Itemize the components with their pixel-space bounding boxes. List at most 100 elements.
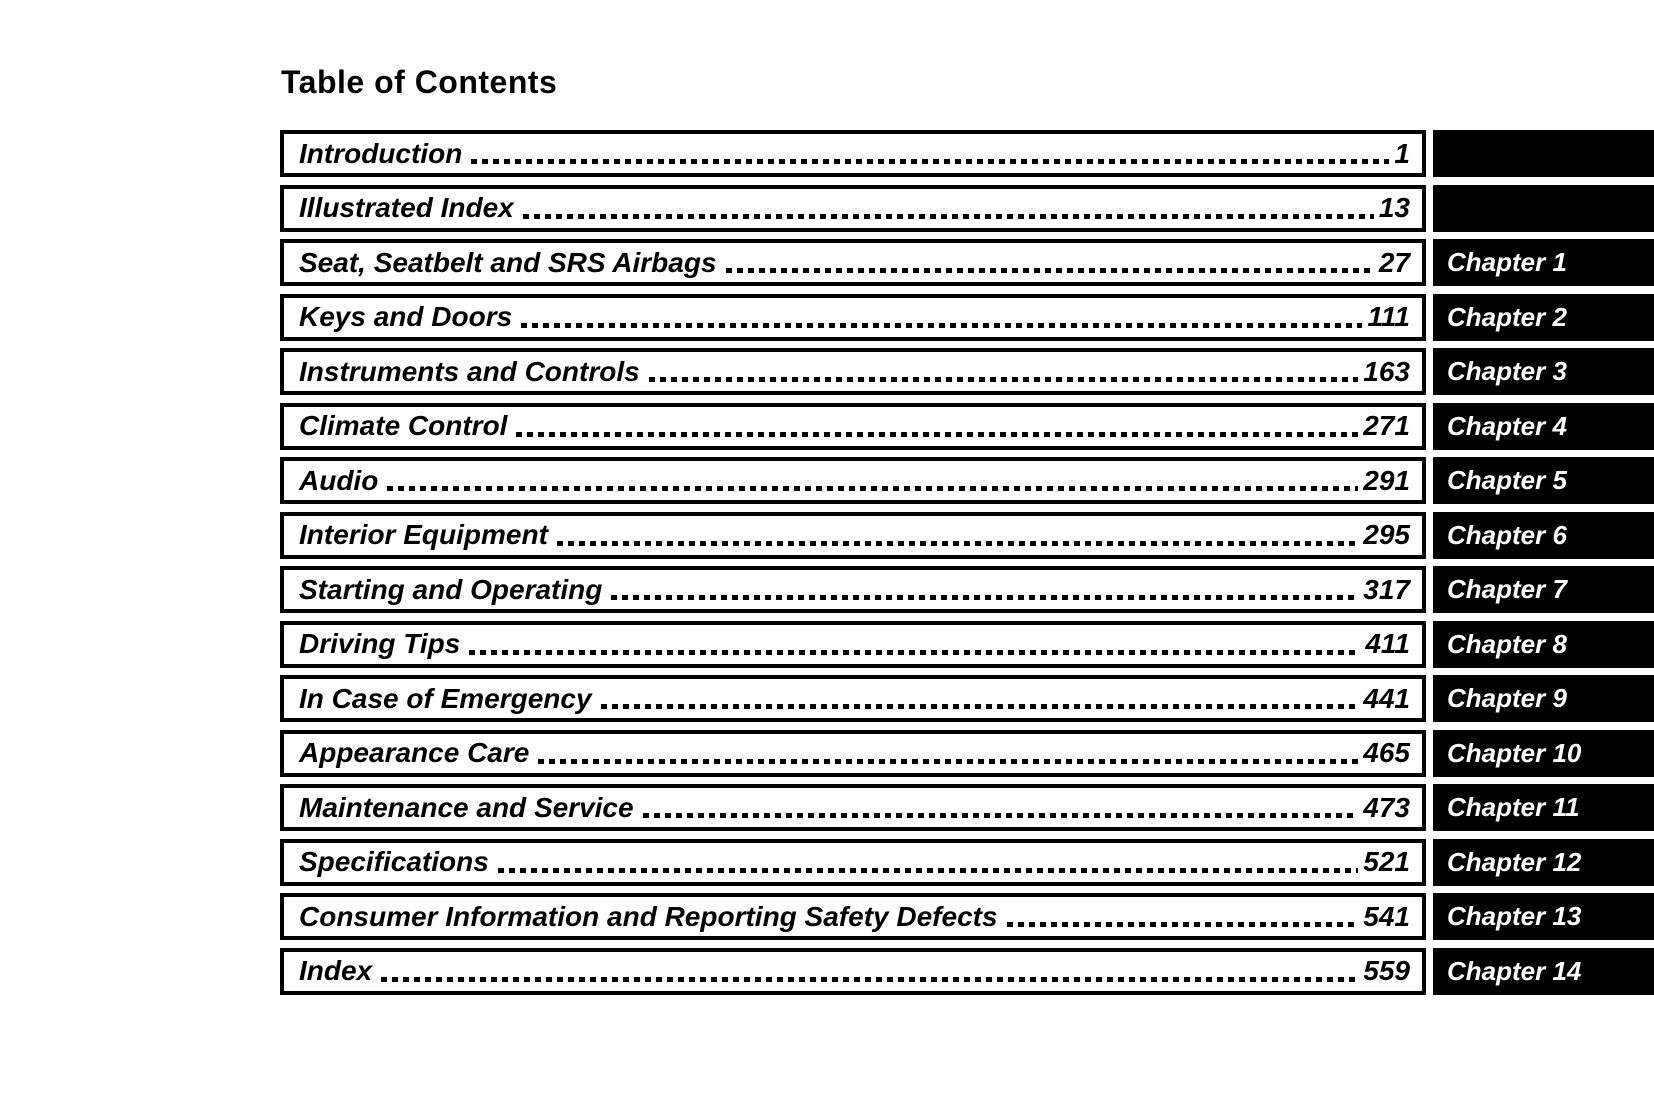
- toc-entry-box: Driving Tips 411: [280, 620, 1426, 668]
- chapter-label: Chapter 13: [1447, 901, 1582, 931]
- toc-entry-page-number: 441: [1363, 682, 1410, 714]
- toc-entry-box: Interior Equipment 295: [280, 511, 1426, 559]
- dot-leader: [497, 867, 1359, 873]
- toc-entry-title: Consumer Information and Reporting Safet…: [299, 900, 998, 932]
- chapter-label: Chapter 9: [1447, 683, 1567, 713]
- toc-entry-title: Seat, Seatbelt and SRS Airbags: [299, 246, 717, 278]
- toc-entry-page-number: 473: [1363, 791, 1410, 823]
- page-title: Table of Contents: [281, 64, 558, 100]
- toc-entry-box: Index 559: [280, 947, 1426, 995]
- chapter-tab: Chapter 14: [1433, 947, 1654, 995]
- chapter-tab: Chapter 10: [1433, 729, 1654, 777]
- toc-entry-title: Starting and Operating: [299, 573, 603, 605]
- toc-entry-page-number: 1: [1394, 137, 1410, 169]
- toc-row: Climate Control 271 Chapter 4: [280, 402, 1654, 450]
- toc-entry-page-number: 27: [1378, 246, 1410, 278]
- chapter-tab: Chapter 7: [1433, 566, 1654, 613]
- toc-entry-page-number: 317: [1363, 573, 1410, 605]
- toc-entry-box: Consumer Information and Reporting Safet…: [280, 893, 1426, 940]
- toc-entry-box: Specifications 521: [280, 838, 1426, 886]
- toc-entry-page-number: 465: [1363, 737, 1410, 768]
- chapter-label: Chapter 7: [1447, 574, 1567, 604]
- chapter-tab: Chapter 9: [1433, 675, 1654, 722]
- toc-entry-box: Introduction 1: [280, 130, 1426, 177]
- toc-row: Consumer Information and Reporting Safet…: [280, 893, 1654, 940]
- toc-entry-box: Appearance Care 465: [280, 729, 1426, 777]
- toc-entry-page-number: 559: [1363, 955, 1410, 986]
- dot-leader: [556, 540, 1359, 546]
- dot-leader: [471, 159, 1390, 164]
- toc-entry-title: Driving Tips: [299, 628, 461, 659]
- chapter-label: Chapter 12: [1447, 846, 1582, 877]
- dot-leader: [516, 431, 1359, 437]
- chapter-tab: [1433, 184, 1654, 232]
- toc-row: Audio 291 Chapter 5: [280, 457, 1654, 504]
- dot-leader: [469, 649, 1361, 655]
- chapter-tab: Chapter 2: [1433, 293, 1654, 341]
- chapter-label: Chapter 11: [1447, 792, 1580, 822]
- toc-row: Starting and Operating 317 Chapter 7: [280, 566, 1654, 613]
- toc-entry-title: Audio: [299, 464, 379, 496]
- chapter-label: Chapter 1: [1447, 247, 1567, 277]
- toc-row: Specifications 521 Chapter 12: [280, 838, 1654, 886]
- chapter-tab: Chapter 12: [1433, 838, 1654, 886]
- toc-entry-page-number: 13: [1378, 192, 1410, 223]
- chapter-tab: Chapter 11: [1433, 784, 1654, 831]
- dot-leader: [648, 377, 1359, 382]
- chapter-label: Chapter 5: [1447, 465, 1567, 495]
- toc-entry-page-number: 291: [1363, 464, 1410, 496]
- toc-entry-title: Appearance Care: [299, 737, 530, 768]
- toc-row: Driving Tips 411 Chapter 8: [280, 620, 1654, 668]
- toc-entry-box: In Case of Emergency 441: [280, 675, 1426, 722]
- toc-row: Seat, Seatbelt and SRS Airbags 27 Chapte…: [280, 239, 1654, 286]
- toc-row: Keys and Doors 111 Chapter 2: [280, 293, 1654, 341]
- chapter-label: Chapter 6: [1447, 519, 1567, 550]
- toc-row: Maintenance and Service 473 Chapter 11: [280, 784, 1654, 831]
- toc-entry-title: Illustrated Index: [299, 192, 514, 223]
- chapter-tab: Chapter 8: [1433, 620, 1654, 668]
- toc-entry-box: Keys and Doors 111: [280, 293, 1426, 341]
- toc-entry-title: Introduction: [299, 137, 463, 169]
- toc-row: Interior Equipment 295 Chapter 6: [280, 511, 1654, 559]
- toc-entry-box: Illustrated Index 13: [280, 184, 1426, 232]
- dot-leader: [381, 976, 1359, 982]
- dot-leader: [521, 322, 1363, 328]
- chapter-label: Chapter 14: [1447, 955, 1582, 986]
- toc-row: Illustrated Index 13: [280, 184, 1654, 232]
- toc-entry-box: Seat, Seatbelt and SRS Airbags 27: [280, 239, 1426, 286]
- toc-entry-page-number: 541: [1363, 900, 1410, 932]
- chapter-tab: Chapter 5: [1433, 457, 1654, 504]
- toc-entry-title: Instruments and Controls: [299, 355, 640, 387]
- dot-leader: [725, 268, 1374, 273]
- chapter-label: Chapter 2: [1447, 301, 1567, 332]
- dot-leader: [538, 758, 1359, 764]
- chapter-tab: Chapter 4: [1433, 402, 1654, 450]
- toc-row: Instruments and Controls 163 Chapter 3: [280, 348, 1654, 395]
- toc-entry-box: Instruments and Controls 163: [280, 348, 1426, 395]
- toc-entry-page-number: 411: [1365, 628, 1410, 659]
- dot-leader: [642, 813, 1359, 818]
- chapter-tab: Chapter 3: [1433, 348, 1654, 395]
- toc-row: Appearance Care 465 Chapter 10: [280, 729, 1654, 777]
- chapter-label: Chapter 8: [1447, 628, 1567, 659]
- dot-leader: [600, 704, 1359, 709]
- dot-leader: [522, 213, 1374, 219]
- toc-entry-title: Index: [299, 955, 373, 986]
- dot-leader: [387, 486, 1359, 491]
- chapter-tab: Chapter 1: [1433, 239, 1654, 286]
- toc-entry-box: Starting and Operating 317: [280, 566, 1426, 613]
- toc-entry-title: Interior Equipment: [299, 519, 548, 550]
- toc-entry-box: Maintenance and Service 473: [280, 784, 1426, 831]
- toc-row: Introduction 1: [280, 130, 1654, 177]
- toc-entry-page-number: 271: [1363, 410, 1410, 441]
- chapter-label: Chapter 3: [1447, 356, 1567, 386]
- toc-entry-title: Keys and Doors: [299, 301, 513, 332]
- toc-list: Introduction 1 Illustrated Index 13 Seat…: [280, 130, 1654, 1002]
- toc-entry-page-number: 521: [1363, 846, 1410, 877]
- chapter-label: Chapter 4: [1447, 410, 1567, 441]
- toc-entry-page-number: 295: [1363, 519, 1410, 550]
- chapter-tab: Chapter 6: [1433, 511, 1654, 559]
- toc-entry-title: Maintenance and Service: [299, 791, 634, 823]
- toc-row: Index 559 Chapter 14: [280, 947, 1654, 995]
